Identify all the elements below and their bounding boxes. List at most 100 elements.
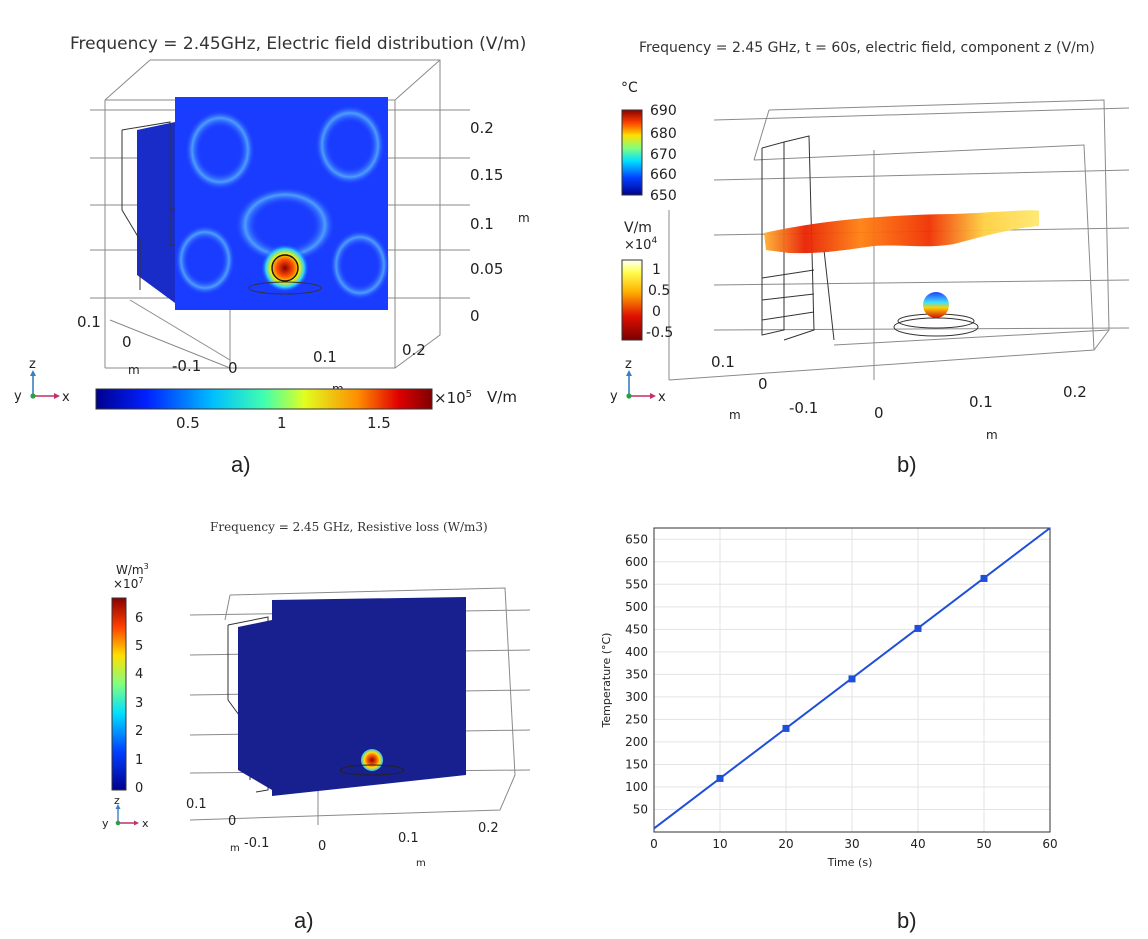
axis-triad-icon: z y x xyxy=(102,794,149,830)
field-plot-3d: 0.2 0.15 0.1 0.05 0 m 0.1 0 -0.1 m 0 0.1… xyxy=(14,59,530,432)
z-tick: 0 xyxy=(470,307,480,325)
axis-triad-icon: z y x xyxy=(14,357,70,405)
svg-text:m: m xyxy=(416,858,426,869)
svg-text:4: 4 xyxy=(135,667,143,682)
svg-text:5: 5 xyxy=(135,639,143,654)
colorbar-exponent: ×105 xyxy=(434,389,472,407)
z-unit: m xyxy=(518,211,530,225)
svg-text:0: 0 xyxy=(228,814,236,829)
y-tick-label: 500 xyxy=(625,600,648,614)
colorbar-tick: 0.5 xyxy=(176,414,200,432)
z-tick: 0.2 xyxy=(470,119,494,137)
svg-text:0.5: 0.5 xyxy=(648,283,670,299)
x-tick-label: 30 xyxy=(844,837,859,851)
loss-exponent: ×107 xyxy=(113,576,143,591)
loss-plot-3d: W/m3 ×107 6 5 4 3 2 1 0 xyxy=(102,562,531,869)
svg-text:0.2: 0.2 xyxy=(1063,383,1087,401)
field-unit: V/m xyxy=(624,220,652,236)
svg-text:x: x xyxy=(62,390,70,405)
y-tick-label: 50 xyxy=(633,802,648,816)
svg-text:1: 1 xyxy=(135,753,143,768)
svg-text:660: 660 xyxy=(650,167,677,183)
svg-text:0.1: 0.1 xyxy=(969,393,993,411)
svg-text:m: m xyxy=(230,843,240,854)
y-tick: -0.1 xyxy=(172,357,201,375)
svg-text:690: 690 xyxy=(650,103,677,119)
svg-text:-0.5: -0.5 xyxy=(646,325,673,341)
y-tick-label: 650 xyxy=(625,532,648,546)
svg-text:650: 650 xyxy=(650,188,677,204)
temp-unit: °C xyxy=(621,80,638,96)
svg-text:-0.1: -0.1 xyxy=(789,399,818,417)
svg-text:3: 3 xyxy=(135,696,143,711)
x-tick-label: 60 xyxy=(1042,837,1057,851)
y-unit: m xyxy=(128,363,140,377)
y-axis-label: Temperature (°C) xyxy=(600,633,613,729)
svg-text:2: 2 xyxy=(135,724,143,739)
panel-temperature-chart: 0 10 20 30 40 50 60 50 100 150 200 250 300 350 400 450 5… xyxy=(574,480,1148,939)
temperature-line-chart: 0 10 20 30 40 50 60 50 100 150 200 250 300 350 400 450 5… xyxy=(600,527,1058,869)
svg-text:z: z xyxy=(29,357,36,372)
panel-title: Frequency = 2.45 GHz, Resistive loss (W/… xyxy=(210,520,488,534)
temp-colorbar xyxy=(621,109,643,196)
svg-text:y: y xyxy=(14,389,22,404)
svg-text:0.1: 0.1 xyxy=(398,831,419,846)
svg-text:x: x xyxy=(658,390,666,405)
y-tick: 0.1 xyxy=(77,313,101,331)
x-tick: 0.1 xyxy=(313,348,337,366)
y-tick-label: 250 xyxy=(625,712,648,726)
svg-text:m: m xyxy=(986,428,998,442)
figure-sublabel: a) xyxy=(231,452,251,477)
svg-text:y: y xyxy=(102,817,109,830)
figure-sublabel: a) xyxy=(294,908,314,933)
data-point xyxy=(848,675,856,683)
svg-text:6: 6 xyxy=(135,611,143,626)
svg-text:0.2: 0.2 xyxy=(478,821,499,836)
data-point xyxy=(716,774,724,782)
y-tick-label: 450 xyxy=(625,622,648,636)
y-tick-label: 550 xyxy=(625,577,648,591)
y-tick-label: 400 xyxy=(625,645,648,659)
field-exponent: ×104 xyxy=(624,236,657,253)
z-tick: 0.15 xyxy=(470,166,503,184)
x-tick: 0.2 xyxy=(402,341,426,359)
svg-text:0.1: 0.1 xyxy=(186,797,207,812)
panel-resistive-loss: Frequency = 2.45 GHz, Resistive loss (W/… xyxy=(0,480,574,939)
svg-text:m: m xyxy=(729,408,741,422)
x-tick-label: 50 xyxy=(976,837,991,851)
data-point xyxy=(782,724,790,732)
svg-text:z: z xyxy=(625,357,632,372)
x-tick: 0 xyxy=(228,359,238,377)
field-plot-3d: °C 690 680 670 660 650 V/m ×104 1 0.5 0 … xyxy=(610,80,1130,442)
svg-text:y: y xyxy=(610,389,618,404)
svg-text:0.1: 0.1 xyxy=(711,353,735,371)
z-tick: 0.05 xyxy=(470,260,503,278)
loss-unit: W/m3 xyxy=(116,562,149,577)
z-tick: 0.1 xyxy=(470,215,494,233)
svg-text:-0.1: -0.1 xyxy=(244,836,269,851)
colorbar xyxy=(95,388,433,410)
svg-text:1: 1 xyxy=(652,262,661,278)
svg-text:x: x xyxy=(142,817,149,830)
figure-sublabel: b) xyxy=(897,452,917,477)
svg-text:670: 670 xyxy=(650,147,677,163)
y-tick-label: 150 xyxy=(625,757,648,771)
x-tick-label: 0 xyxy=(650,837,658,851)
panel-title: Frequency = 2.45GHz, Electric field dist… xyxy=(70,34,527,54)
data-point xyxy=(980,574,988,582)
svg-text:z: z xyxy=(114,794,120,807)
data-point xyxy=(914,624,922,632)
y-tick-label: 350 xyxy=(625,667,648,681)
colorbar-unit: V/m xyxy=(487,388,517,406)
colorbar-tick: 1.5 xyxy=(367,414,391,432)
svg-text:0: 0 xyxy=(135,781,143,796)
x-tick-label: 40 xyxy=(910,837,925,851)
y-tick: 0 xyxy=(122,333,132,351)
svg-text:680: 680 xyxy=(650,126,677,142)
field-colorbar xyxy=(621,259,643,341)
panel-title: Frequency = 2.45 GHz, t = 60s, electric … xyxy=(639,40,1095,56)
svg-text:0: 0 xyxy=(874,404,884,422)
x-axis-label: Time (s) xyxy=(827,856,873,869)
plot-area xyxy=(653,527,1051,833)
panel-electric-field-distribution: Frequency = 2.45GHz, Electric field dist… xyxy=(0,0,574,480)
